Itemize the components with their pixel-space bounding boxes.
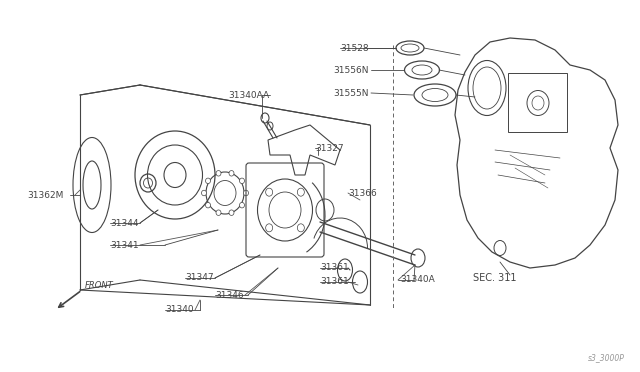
- Text: 31362M: 31362M: [27, 190, 63, 199]
- Text: FRONT: FRONT: [85, 282, 114, 291]
- Ellipse shape: [239, 178, 244, 184]
- Ellipse shape: [202, 190, 207, 196]
- Ellipse shape: [216, 171, 221, 176]
- Text: 31528: 31528: [340, 44, 369, 52]
- Ellipse shape: [239, 202, 244, 208]
- Ellipse shape: [205, 178, 211, 184]
- Ellipse shape: [216, 210, 221, 215]
- Text: SEC. 311: SEC. 311: [473, 273, 516, 283]
- Text: 31361: 31361: [320, 263, 349, 273]
- Text: 31327: 31327: [315, 144, 344, 153]
- Text: 31341: 31341: [110, 241, 139, 250]
- Ellipse shape: [229, 210, 234, 215]
- Text: 31347: 31347: [185, 273, 214, 282]
- Text: 31556N: 31556N: [333, 65, 369, 74]
- Ellipse shape: [229, 171, 234, 176]
- Ellipse shape: [243, 190, 248, 196]
- Text: 31340: 31340: [165, 305, 194, 314]
- Text: 31555N: 31555N: [333, 89, 369, 97]
- Text: 31344: 31344: [110, 218, 138, 228]
- Text: s3_3000P: s3_3000P: [588, 353, 625, 362]
- Ellipse shape: [205, 202, 211, 208]
- Text: 31366: 31366: [348, 189, 377, 198]
- Text: 31361: 31361: [320, 278, 349, 286]
- Text: 31340A: 31340A: [400, 276, 435, 285]
- Text: 31340AA: 31340AA: [228, 90, 269, 99]
- Text: 31346: 31346: [215, 291, 244, 299]
